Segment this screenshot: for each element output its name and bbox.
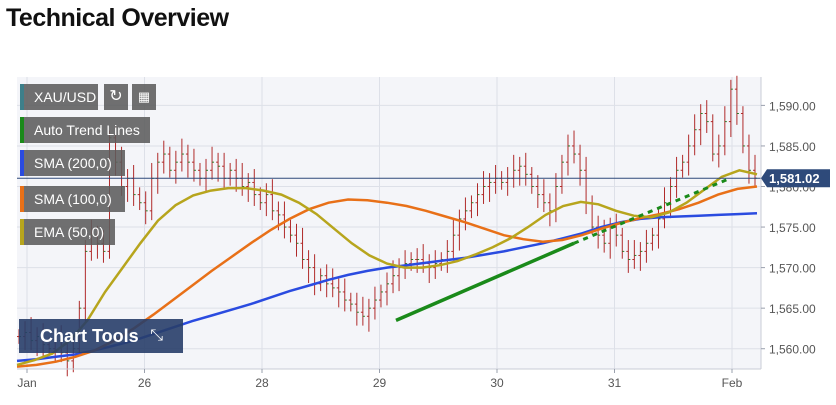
chart-tools-button[interactable]: Chart Tools ⤡ [19, 319, 183, 353]
page-title: Technical Overview [6, 4, 229, 32]
price-badge-shape [761, 169, 830, 188]
legend-ema-50[interactable]: EMA (50,0) [20, 219, 115, 245]
x-tick-label: 30 [490, 376, 504, 390]
x-tick-label: 31 [608, 376, 622, 390]
x-tick-label: 29 [373, 376, 387, 390]
y-tick-label: 1,590.00 [769, 99, 816, 113]
y-tick-label: 1,575.00 [769, 221, 816, 235]
trend-line-solid [395, 241, 575, 322]
y-tick-label: 1,565.00 [769, 302, 816, 316]
legend-swatch [20, 186, 24, 212]
symbol-swatch [20, 84, 24, 110]
legend-swatch [20, 150, 24, 176]
calendar-button[interactable]: ▦ [132, 84, 156, 110]
y-tick-label: 1,585.00 [769, 140, 816, 154]
price-bars [17, 75, 757, 377]
x-tick-label: 26 [138, 376, 152, 390]
y-tick-label: 1,560.00 [769, 343, 816, 357]
chart-tools-label: Chart Tools [40, 326, 139, 346]
symbol-label: XAU/USD [34, 89, 97, 105]
price-badge-value: 1,581.02 [769, 171, 820, 186]
y-tick-label: 1,570.00 [769, 262, 816, 276]
price-badge: 1,581.02 [761, 169, 830, 188]
legend-sma-100[interactable]: SMA (100,0) [20, 186, 125, 212]
legend-label: Auto Trend Lines [34, 122, 140, 138]
refresh-button[interactable]: ↻ [104, 84, 128, 110]
legend-auto-trend-lines[interactable]: Auto Trend Lines [20, 117, 150, 143]
x-tick-label: 28 [255, 376, 269, 390]
symbol-selector[interactable]: XAU/USD [20, 84, 98, 110]
legend-label: EMA (50,0) [34, 224, 105, 240]
legend-swatch [20, 219, 24, 245]
x-tick-label: Jan [17, 376, 36, 390]
refresh-icon: ↻ [109, 88, 123, 105]
legend-label: SMA (200,0) [34, 155, 112, 171]
y-axis-labels: 1,590.001,585.001,580.001,575.001,570.00… [761, 99, 816, 357]
calendar-icon: ▦ [137, 89, 151, 104]
expand-icon: ⤡ [150, 327, 163, 344]
series-line [16, 168, 758, 367]
x-axis-labels: Jan 26 28 29 30 31 Feb [17, 369, 743, 390]
trend-line-dashed [573, 177, 731, 245]
legend-swatch [20, 117, 24, 143]
x-tick-label: Feb [722, 376, 743, 390]
legend-sma-200[interactable]: SMA (200,0) [20, 150, 125, 176]
legend-label: SMA (100,0) [34, 191, 112, 207]
